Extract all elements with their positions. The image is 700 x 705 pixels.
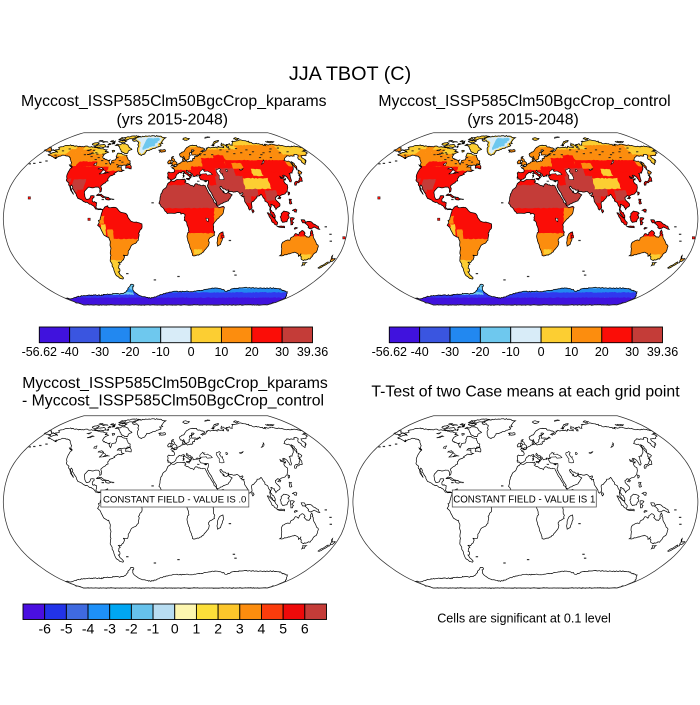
svg-text:Myccost_ISSP585Clm50BgcCrop_kp: Myccost_ISSP585Clm50BgcCrop_kparams [21,93,327,110]
svg-text:-5: -5 [60,620,73,636]
svg-text:4: 4 [258,620,266,636]
svg-text:-3: -3 [103,620,116,636]
svg-text:20: 20 [245,345,259,359]
svg-text:5: 5 [279,620,287,636]
svg-text:-40: -40 [411,345,429,359]
svg-text:0: 0 [188,345,195,359]
svg-text:2: 2 [214,620,222,636]
svg-text:- Myccost_ISSP585Clm50BgcCrop_: - Myccost_ISSP585Clm50BgcCrop_control [22,393,324,410]
svg-text:-2: -2 [125,620,138,636]
svg-text:0: 0 [538,345,545,359]
svg-text:39.36: 39.36 [297,345,328,359]
svg-text:-10: -10 [502,345,520,359]
svg-text:CONSTANT FIELD - VALUE IS 1: CONSTANT FIELD - VALUE IS 1 [453,494,595,505]
svg-text:10: 10 [564,345,578,359]
svg-text:30: 30 [275,345,289,359]
svg-text:Cells are significant at 0.1 l: Cells are significant at 0.1 level [437,612,611,626]
svg-text:T-Test of two Case means at ea: T-Test of two Case means at each grid po… [371,384,680,401]
svg-text:Myccost_ISSP585Clm50BgcCrop_co: Myccost_ISSP585Clm50BgcCrop_control [378,93,670,110]
svg-text:CONSTANT FIELD - VALUE IS .0: CONSTANT FIELD - VALUE IS .0 [103,494,246,505]
svg-text:(yrs 2015-2048): (yrs 2015-2048) [117,112,229,129]
svg-text:-56.62: -56.62 [22,345,57,359]
svg-text:6: 6 [301,620,309,636]
svg-text:10: 10 [214,345,228,359]
svg-text:-20: -20 [121,345,139,359]
svg-text:-56.62: -56.62 [372,345,407,359]
svg-text:39.36: 39.36 [647,345,678,359]
svg-text:-1: -1 [147,620,160,636]
svg-text:-40: -40 [61,345,79,359]
svg-text:3: 3 [236,620,244,636]
svg-text:Myccost_ISSP585Clm50BgcCrop_kp: Myccost_ISSP585Clm50BgcCrop_kparams [22,375,328,392]
svg-text:-30: -30 [91,345,109,359]
svg-text:JJA TBOT (C): JJA TBOT (C) [289,63,411,85]
svg-text:-20: -20 [471,345,489,359]
svg-text:-6: -6 [38,620,51,636]
svg-text:1: 1 [193,620,201,636]
svg-text:-30: -30 [441,345,459,359]
svg-text:-10: -10 [152,345,170,359]
svg-text:30: 30 [625,345,639,359]
svg-text:20: 20 [595,345,609,359]
svg-text:-4: -4 [82,620,95,636]
svg-text:0: 0 [171,620,179,636]
svg-text:(yrs 2015-2048): (yrs 2015-2048) [467,112,579,129]
